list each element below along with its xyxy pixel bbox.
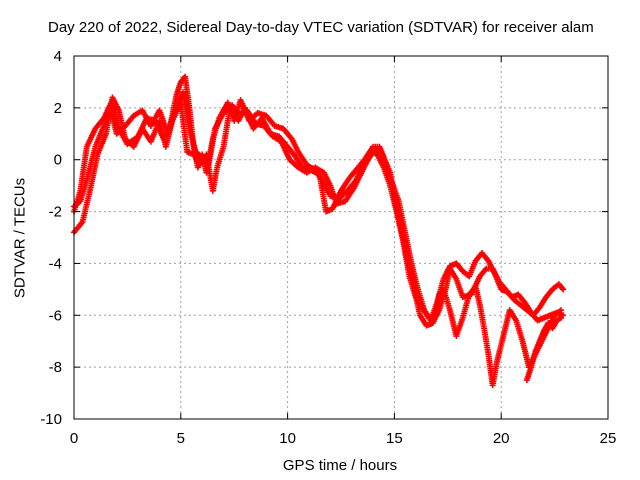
axis-ticks: 0 5 10 15 20 25 -10 -8 -6 -4 -2 0 2 4 — [40, 48, 616, 447]
y-tick-label: -4 — [49, 255, 62, 272]
x-tick-label: 0 — [70, 430, 78, 447]
x-axis-label: GPS time / hours — [282, 457, 398, 474]
data-point — [558, 314, 565, 321]
x-tick-label: 5 — [177, 430, 185, 447]
plot-frame — [73, 55, 609, 420]
data-point — [558, 307, 565, 314]
grid — [74, 56, 608, 419]
x-tick-label: 10 — [279, 430, 296, 447]
data-point — [560, 286, 567, 293]
y-axis-label: SDTVAR / TECUs — [11, 177, 29, 299]
y-tick-label: -8 — [49, 359, 62, 376]
chart-title: Day 220 of 2022, Sidereal Day-to-day VTE… — [48, 19, 594, 36]
data-points — [71, 73, 567, 389]
y-tick-label: -10 — [40, 411, 62, 428]
y-tick-label: 0 — [54, 152, 62, 169]
y-tick-label: 2 — [54, 100, 62, 117]
y-tick-label: 4 — [54, 48, 62, 65]
y-tick-label: -6 — [49, 307, 62, 324]
x-tick-label: 25 — [600, 430, 617, 447]
y-tick-label: -2 — [49, 204, 62, 221]
x-tick-label: 15 — [386, 430, 403, 447]
x-tick-label: 20 — [493, 430, 510, 447]
